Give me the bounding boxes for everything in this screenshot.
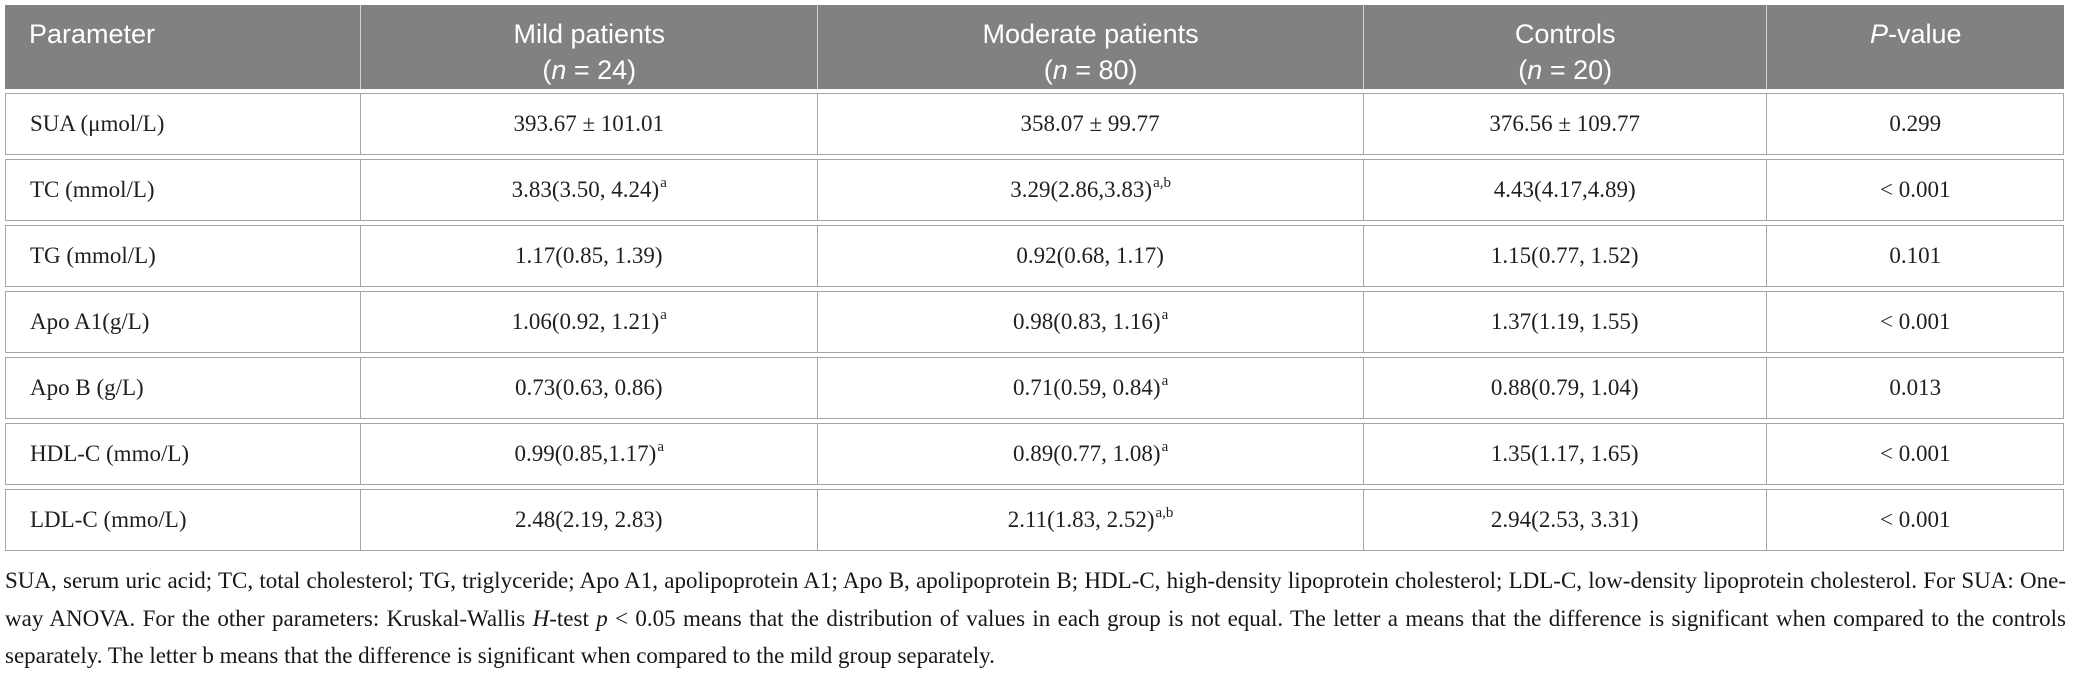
cell-mild: 1.17(0.85, 1.39)	[361, 225, 819, 287]
cell-controls: 1.15(0.77, 1.52)	[1363, 225, 1768, 287]
cell-mild: 2.48(2.19, 2.83)	[361, 489, 819, 551]
cell-mild: 0.73(0.63, 0.86)	[361, 357, 819, 419]
column-header-label: Parameter	[29, 19, 156, 49]
cell-pvalue: 0.299	[1767, 93, 2064, 155]
cell-moderate: 0.92(0.68, 1.17)	[818, 225, 1364, 287]
cell-pvalue: 0.013	[1767, 357, 2064, 419]
column-header-label: Moderate patients	[982, 19, 1199, 49]
column-header-pvalue: P-value	[1767, 5, 2063, 89]
cell-parameter: HDL-C (mmo/L)	[5, 423, 362, 485]
cell-pvalue: < 0.001	[1767, 423, 2064, 485]
cell-moderate: 3.29(2.86,3.83) a,b	[818, 159, 1364, 221]
column-header-label: Controls	[1514, 19, 1616, 49]
table-header-row: Parameter Mild patients (n = 24) Moderat…	[5, 5, 2064, 89]
table-row: TG (mmol/L) 1.17(0.85, 1.39) 0.92(0.68, …	[5, 225, 2064, 287]
table-row: LDL-C (mmo/L) 2.48(2.19, 2.83) 2.11(1.83…	[5, 489, 2064, 551]
cell-parameter: TC (mmol/L)	[5, 159, 362, 221]
cell-controls: 1.35(1.17, 1.65)	[1363, 423, 1768, 485]
cell-parameter: Apo A1(g/L)	[5, 291, 362, 353]
column-header-parameter: Parameter	[5, 5, 362, 89]
cell-mild: 393.67 ± 101.01	[361, 93, 819, 155]
column-header-moderate: Moderate patients (n = 80)	[818, 5, 1364, 89]
cell-pvalue: < 0.001	[1767, 489, 2064, 551]
cell-mild: 0.99(0.85,1.17) a	[361, 423, 819, 485]
column-header-label: Mild patients	[513, 19, 666, 49]
cell-controls: 376.56 ± 109.77	[1363, 93, 1768, 155]
cell-moderate: 0.71(0.59, 0.84) a	[818, 357, 1364, 419]
cell-mild: 3.83(3.50, 4.24) a	[361, 159, 819, 221]
table-row: HDL-C (mmo/L) 0.99(0.85,1.17) a 0.89(0.77…	[5, 423, 2064, 485]
stats-table: Parameter Mild patients (n = 24) Moderat…	[5, 5, 2064, 551]
column-header-n: (n = 20)	[1518, 55, 1613, 85]
table-row: TC (mmol/L) 3.83(3.50, 4.24) a 3.29(2.86,…	[5, 159, 2064, 221]
table-row: SUA (μmol/L) 393.67 ± 101.01 358.07 ± 99…	[5, 93, 2064, 155]
column-header-controls: Controls (n = 20)	[1364, 5, 1768, 89]
column-header-n: (n = 80)	[1043, 55, 1138, 85]
cell-controls: 1.37(1.19, 1.55)	[1363, 291, 1768, 353]
cell-controls: 4.43(4.17,4.89)	[1363, 159, 1768, 221]
cell-moderate: 0.98(0.83, 1.16) a	[818, 291, 1364, 353]
column-header-n: (n = 24)	[542, 55, 637, 85]
cell-parameter: TG (mmol/L)	[5, 225, 362, 287]
cell-parameter: LDL-C (mmo/L)	[5, 489, 362, 551]
table-row: Apo B (g/L) 0.73(0.63, 0.86) 0.71(0.59, …	[5, 357, 2064, 419]
cell-controls: 0.88(0.79, 1.04)	[1363, 357, 1768, 419]
cell-parameter: Apo B (g/L)	[5, 357, 362, 419]
cell-pvalue: 0.101	[1767, 225, 2064, 287]
cell-moderate: 0.89(0.77, 1.08) a	[818, 423, 1364, 485]
column-header-mild: Mild patients (n = 24)	[361, 5, 819, 89]
cell-pvalue: < 0.001	[1767, 291, 2064, 353]
table-row: Apo A1(g/L) 1.06(0.92, 1.21) a 0.98(0.83,…	[5, 291, 2064, 353]
cell-moderate: 2.11(1.83, 2.52) a,b	[818, 489, 1364, 551]
cell-controls: 2.94(2.53, 3.31)	[1363, 489, 1768, 551]
column-header-label: P-value	[1869, 19, 1962, 49]
table-footnote: SUA, serum uric acid; TC, total choleste…	[5, 568, 2066, 668]
cell-mild: 1.06(0.92, 1.21) a	[361, 291, 819, 353]
cell-moderate: 358.07 ± 99.77	[818, 93, 1364, 155]
cell-parameter: SUA (μmol/L)	[5, 93, 362, 155]
cell-pvalue: < 0.001	[1767, 159, 2064, 221]
